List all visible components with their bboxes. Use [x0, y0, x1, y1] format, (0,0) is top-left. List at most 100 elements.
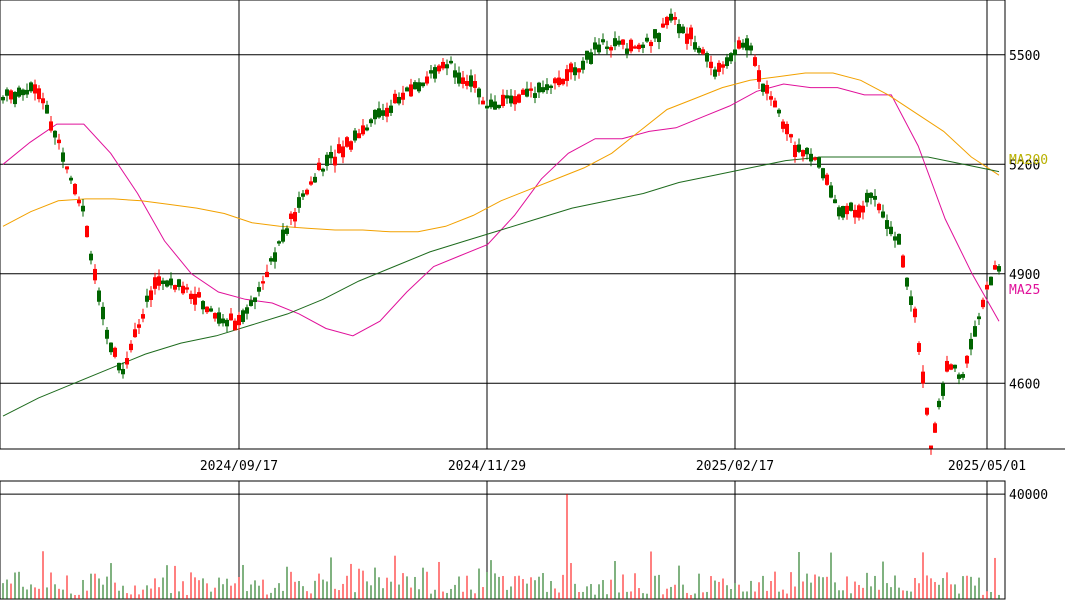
volume-bar: [474, 593, 476, 599]
volume-bar: [930, 578, 932, 599]
volume-bar: [618, 592, 620, 599]
candle-body: [481, 100, 485, 105]
candle-body: [213, 313, 217, 319]
volume-bar: [426, 571, 428, 599]
candle-body: [145, 295, 149, 302]
volume-bar: [970, 576, 972, 599]
candle-body: [501, 94, 505, 107]
volume-bar: [50, 572, 52, 599]
volume-bar: [682, 584, 684, 599]
candle-body: [17, 87, 21, 97]
candle-body: [157, 276, 161, 286]
candle-body: [869, 192, 873, 198]
candle-body: [737, 40, 741, 49]
volume-bar: [634, 573, 636, 599]
volume-bar: [34, 587, 36, 599]
volume-bar: [326, 581, 328, 599]
candle-body: [477, 88, 481, 98]
candle-body: [81, 205, 85, 212]
volume-bar: [338, 590, 340, 599]
volume-bar: [906, 590, 908, 599]
volume-bar: [686, 592, 688, 599]
candle-body: [85, 225, 89, 238]
candle-body: [129, 343, 133, 351]
volume-bar: [266, 594, 268, 599]
candle-body: [9, 90, 13, 100]
candle-body: [1, 96, 5, 101]
volume-bar: [546, 591, 548, 599]
volume-bar: [914, 577, 916, 599]
candle-body: [981, 299, 985, 308]
volume-bar: [146, 585, 148, 599]
candle-body: [985, 284, 989, 290]
volume-bar: [198, 580, 200, 599]
candle-body: [669, 13, 673, 21]
volume-bar: [22, 586, 24, 599]
volume-bar: [602, 580, 604, 599]
volume-bar: [190, 572, 192, 599]
volume-bar: [858, 584, 860, 599]
volume-bar: [746, 591, 748, 599]
candle-body: [201, 301, 205, 310]
candle-body: [341, 146, 345, 158]
candle-body: [849, 202, 853, 211]
candle-body: [453, 70, 457, 78]
date-tick-label: 2024/09/17: [200, 459, 278, 474]
candle-body: [773, 100, 777, 108]
volume-bar: [466, 575, 468, 599]
volume-bar: [958, 593, 960, 599]
volume-bar: [878, 589, 880, 599]
candle-body: [333, 156, 337, 166]
candle-body: [561, 78, 565, 85]
volume-bar: [18, 571, 20, 599]
candle-body: [473, 81, 477, 88]
volume-bar: [378, 577, 380, 599]
volume-bar: [342, 583, 344, 599]
volume-bar: [506, 589, 508, 599]
volume-bar: [554, 588, 556, 599]
candle-body: [357, 133, 361, 139]
candle-body: [273, 252, 277, 262]
candle-body: [613, 38, 617, 47]
volume-bar: [434, 589, 436, 599]
candle-body: [793, 144, 797, 157]
candle-body: [153, 277, 157, 289]
candle-body: [865, 192, 869, 203]
volume-bar: [658, 574, 660, 599]
volume-bar: [778, 591, 780, 599]
volume-bar: [774, 571, 776, 599]
candle-body: [509, 95, 513, 104]
candle-body: [469, 75, 473, 87]
candle-body: [185, 287, 189, 290]
candle-body: [825, 174, 829, 185]
candle-body: [921, 371, 925, 384]
volume-bar: [382, 588, 384, 599]
candle-body: [513, 96, 517, 105]
volume-series: [2, 494, 1000, 599]
candle-body: [585, 50, 589, 60]
volume-bar: [298, 581, 300, 599]
volume-bar: [522, 579, 524, 599]
candle-body: [801, 150, 805, 157]
volume-bar: [330, 557, 332, 599]
volume-bar: [750, 580, 752, 599]
volume-bar: [358, 568, 360, 599]
candle-body: [57, 139, 61, 144]
volume-bar: [226, 578, 228, 599]
volume-bar: [898, 587, 900, 599]
candle-body: [301, 193, 305, 197]
volume-bar: [550, 581, 552, 599]
ma200-label: MA200: [1009, 153, 1048, 168]
ma25-label: MA25: [1009, 283, 1040, 298]
candle-body: [125, 358, 129, 365]
volume-bar: [934, 581, 936, 599]
candle-body: [813, 157, 817, 160]
candle-body: [537, 82, 541, 93]
candle-body: [709, 61, 713, 69]
volume-bar: [458, 576, 460, 599]
candle-body: [285, 228, 289, 234]
date-tick-label: 2025/05/01: [948, 459, 1026, 474]
candle-body: [541, 87, 545, 93]
candle-body: [637, 44, 641, 50]
volume-bar: [890, 587, 892, 599]
